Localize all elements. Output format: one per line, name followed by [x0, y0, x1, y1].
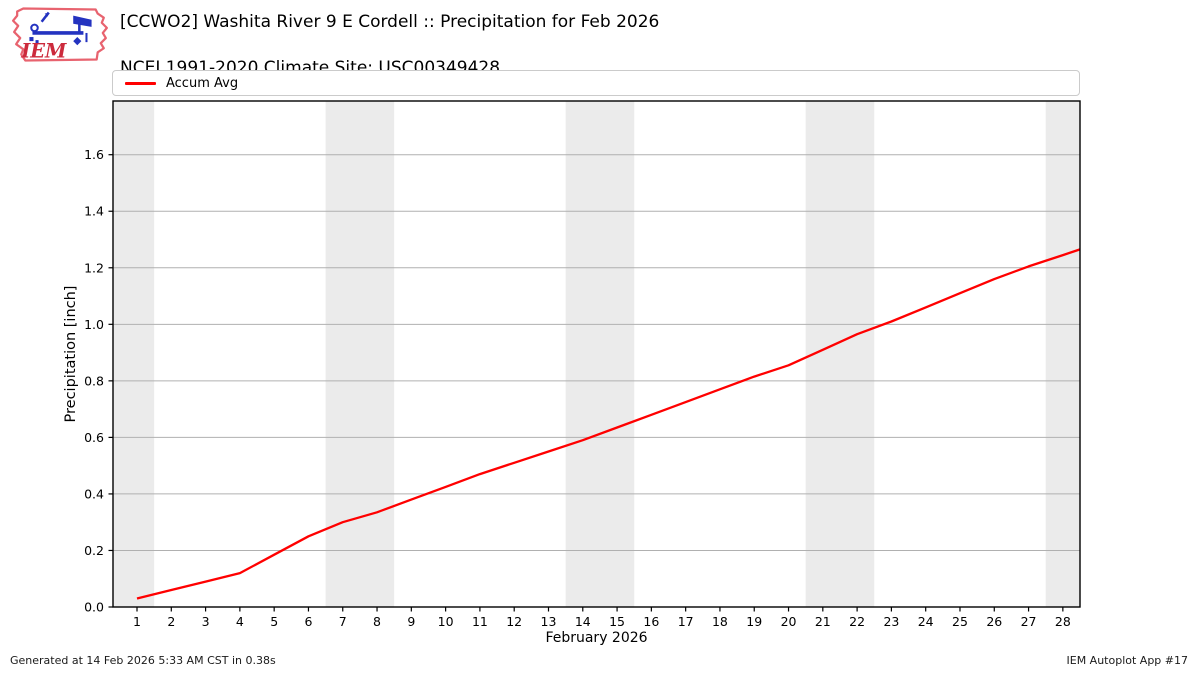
y-tick-label: 1.2	[84, 260, 104, 275]
iem-logo-text: IEM	[20, 39, 67, 62]
legend: Accum Avg	[112, 70, 1080, 96]
x-tick-label: 6	[304, 614, 312, 629]
x-tick-label: 9	[407, 614, 415, 629]
x-tick-label: 12	[506, 614, 522, 629]
y-tick-label: 1.6	[84, 147, 104, 162]
weekend-band	[805, 101, 875, 607]
x-tick-label: 25	[952, 614, 968, 629]
y-tick-label: 0.0	[84, 600, 104, 615]
accum-avg-line	[136, 248, 1081, 600]
x-tick-label: 15	[609, 614, 625, 629]
y-tick-label: 1.4	[84, 204, 104, 219]
x-tick-label: 17	[678, 614, 694, 629]
x-tick-label: 24	[918, 614, 934, 629]
y-tick-label: 0.6	[84, 430, 104, 445]
x-tick-label: 11	[472, 614, 488, 629]
weekend-band	[565, 101, 635, 607]
legend-line-swatch	[125, 81, 156, 85]
generated-timestamp: Generated at 14 Feb 2026 5:33 AM CST in …	[10, 654, 276, 667]
x-tick-label: 10	[438, 614, 454, 629]
x-tick-label: 16	[643, 614, 659, 629]
x-tick-label: 3	[202, 614, 210, 629]
legend-label: Accum Avg	[166, 75, 239, 91]
y-tick-label: 0.8	[84, 373, 104, 388]
x-tick-label: 27	[1021, 614, 1037, 629]
title-line1: [CCWO2] Washita River 9 E Cordell :: Pre…	[120, 12, 660, 32]
x-tick-label: 20	[781, 614, 797, 629]
x-axis-label: February 2026	[545, 630, 648, 646]
x-tick-label: 4	[236, 614, 244, 629]
weekend-band	[1045, 101, 1080, 607]
x-tick-label: 1	[133, 614, 141, 629]
x-tick-label: 22	[849, 614, 865, 629]
x-tick-label: 21	[815, 614, 831, 629]
x-tick-label: 13	[541, 614, 557, 629]
x-tick-label: 26	[986, 614, 1002, 629]
x-tick-label: 8	[373, 614, 381, 629]
weekend-band	[113, 101, 155, 607]
y-axis-label: Precipitation [inch]	[63, 285, 79, 423]
iem-logo: IEM	[11, 7, 108, 62]
y-tick-label: 0.4	[84, 486, 104, 501]
x-tick-label: 2	[167, 614, 175, 629]
autoplot-app-credit: IEM Autoplot App #17	[1066, 654, 1189, 667]
x-tick-label: 14	[575, 614, 591, 629]
y-tick-label: 0.2	[84, 543, 104, 558]
y-tick-label: 1.0	[84, 317, 104, 332]
x-tick-label: 18	[712, 614, 728, 629]
x-tick-label: 5	[270, 614, 278, 629]
x-tick-label: 19	[746, 614, 762, 629]
x-tick-label: 28	[1055, 614, 1071, 629]
x-tick-label: 23	[883, 614, 899, 629]
weekend-band	[325, 101, 395, 607]
plot-border	[112, 100, 1081, 608]
x-tick-label: 7	[339, 614, 347, 629]
